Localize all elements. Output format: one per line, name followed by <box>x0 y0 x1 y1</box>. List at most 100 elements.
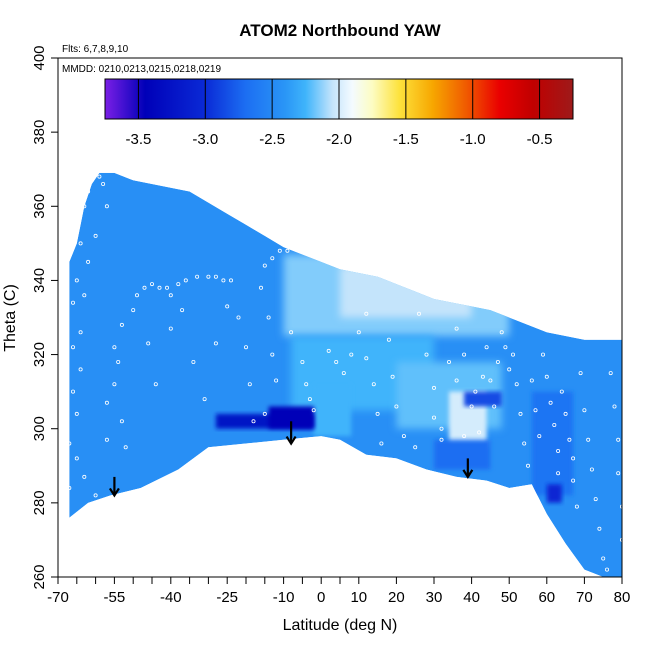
x-tick-label: 20 <box>388 589 405 606</box>
field-patch <box>268 406 314 429</box>
sample-point <box>97 174 102 179</box>
sample-point <box>597 526 602 531</box>
sample-point <box>71 300 76 305</box>
sample-point <box>82 293 87 298</box>
sample-point <box>93 233 98 238</box>
sample-point <box>544 374 549 379</box>
field-patch <box>340 265 472 318</box>
sample-point <box>123 445 128 450</box>
field-patch <box>531 391 574 496</box>
sample-point <box>495 359 500 364</box>
sample-point <box>74 411 79 416</box>
sample-point <box>364 356 369 361</box>
sample-point <box>526 463 531 468</box>
colorbar-tick-label: -3.5 <box>125 131 151 148</box>
sample-point <box>307 397 312 402</box>
colorbar-tick-label: -3.0 <box>192 131 218 148</box>
sample-point <box>510 352 515 357</box>
dates-annotation: MMDD: 0210,0213,0215,0218,0219 <box>62 64 221 75</box>
yaw-field <box>69 172 622 577</box>
sample-point <box>541 352 546 357</box>
sample-point <box>243 345 248 350</box>
sample-point <box>552 422 557 427</box>
sample-point <box>119 419 124 424</box>
sample-point <box>507 367 512 372</box>
chart-title: ATOM2 Northbound YAW <box>239 21 441 40</box>
sample-point <box>386 337 391 342</box>
y-axis-ticks: 260 280 300 320 340 360 380 400 <box>31 45 58 590</box>
sample-point <box>375 411 380 416</box>
sample-point <box>262 411 267 416</box>
sample-point <box>89 178 94 183</box>
sample-point <box>413 445 418 450</box>
sample-point <box>74 278 79 283</box>
sample-point <box>176 282 181 287</box>
colorbar-tick-label: -2.0 <box>326 131 352 148</box>
sample-point <box>567 437 572 442</box>
sample-point <box>349 352 354 357</box>
sample-point <box>394 404 399 409</box>
y-tick-label: 280 <box>31 490 48 515</box>
sample-point <box>473 389 478 394</box>
sample-point <box>183 278 188 283</box>
x-tick-label: -55 <box>104 589 126 606</box>
colorbar: -3.5 -3.0 -2.5 -2.0 -1.5 -1.0 -0.5 <box>104 78 574 148</box>
sample-point <box>300 359 305 364</box>
sample-point <box>503 345 508 350</box>
sample-point <box>469 404 474 409</box>
sample-point <box>157 285 162 290</box>
sample-point <box>180 308 185 313</box>
x-axis-label: Latitude (deg N) <box>283 617 398 634</box>
colorbar-tick-label: -0.5 <box>527 131 553 148</box>
sample-point <box>228 278 233 283</box>
sample-point <box>605 567 610 572</box>
field-patch <box>464 391 502 407</box>
sample-point <box>462 352 467 357</box>
sample-point <box>78 241 83 246</box>
arrows <box>108 421 474 498</box>
y-tick-label: 320 <box>31 342 48 367</box>
sample-point <box>571 478 576 483</box>
x-tick-label: 80 <box>614 589 631 606</box>
sample-point <box>620 537 622 542</box>
sample-point <box>548 400 553 405</box>
x-tick-label: 60 <box>538 589 555 606</box>
sample-point <box>116 359 121 364</box>
y-tick-label: 260 <box>31 564 48 589</box>
sample-point <box>74 456 79 461</box>
sample-point <box>289 330 294 335</box>
sample-point <box>574 504 579 509</box>
sample-point <box>82 204 87 209</box>
field-patch <box>546 484 562 503</box>
sample-point <box>589 467 594 472</box>
y-tick-label: 400 <box>31 45 48 70</box>
y-tick-label: 300 <box>31 416 48 441</box>
sample-point <box>236 315 241 320</box>
sample-point <box>78 330 83 335</box>
colorbar-tick-label: -1.0 <box>460 131 486 148</box>
sample-point <box>462 434 467 439</box>
sample-point <box>131 308 136 313</box>
x-tick-label: -25 <box>216 589 238 606</box>
sample-point <box>119 322 124 327</box>
field-patch <box>434 439 491 470</box>
sample-point <box>221 278 226 283</box>
sample-point <box>146 341 151 346</box>
arrow-marker <box>462 458 474 479</box>
sample-point <box>270 352 275 357</box>
sample-point <box>499 330 504 335</box>
sample-point <box>488 378 493 383</box>
sample-point <box>563 411 568 416</box>
sample-point <box>270 256 275 261</box>
sample-point <box>326 348 331 353</box>
sample-point <box>616 471 621 476</box>
sample-point <box>356 330 361 335</box>
sample-point <box>454 326 459 331</box>
sample-point <box>112 382 117 387</box>
sample-point <box>424 352 429 357</box>
sample-point <box>593 497 598 502</box>
sample-point <box>533 408 538 413</box>
sample-point <box>334 359 339 364</box>
sample-point <box>439 426 444 431</box>
sample-point <box>439 437 444 442</box>
